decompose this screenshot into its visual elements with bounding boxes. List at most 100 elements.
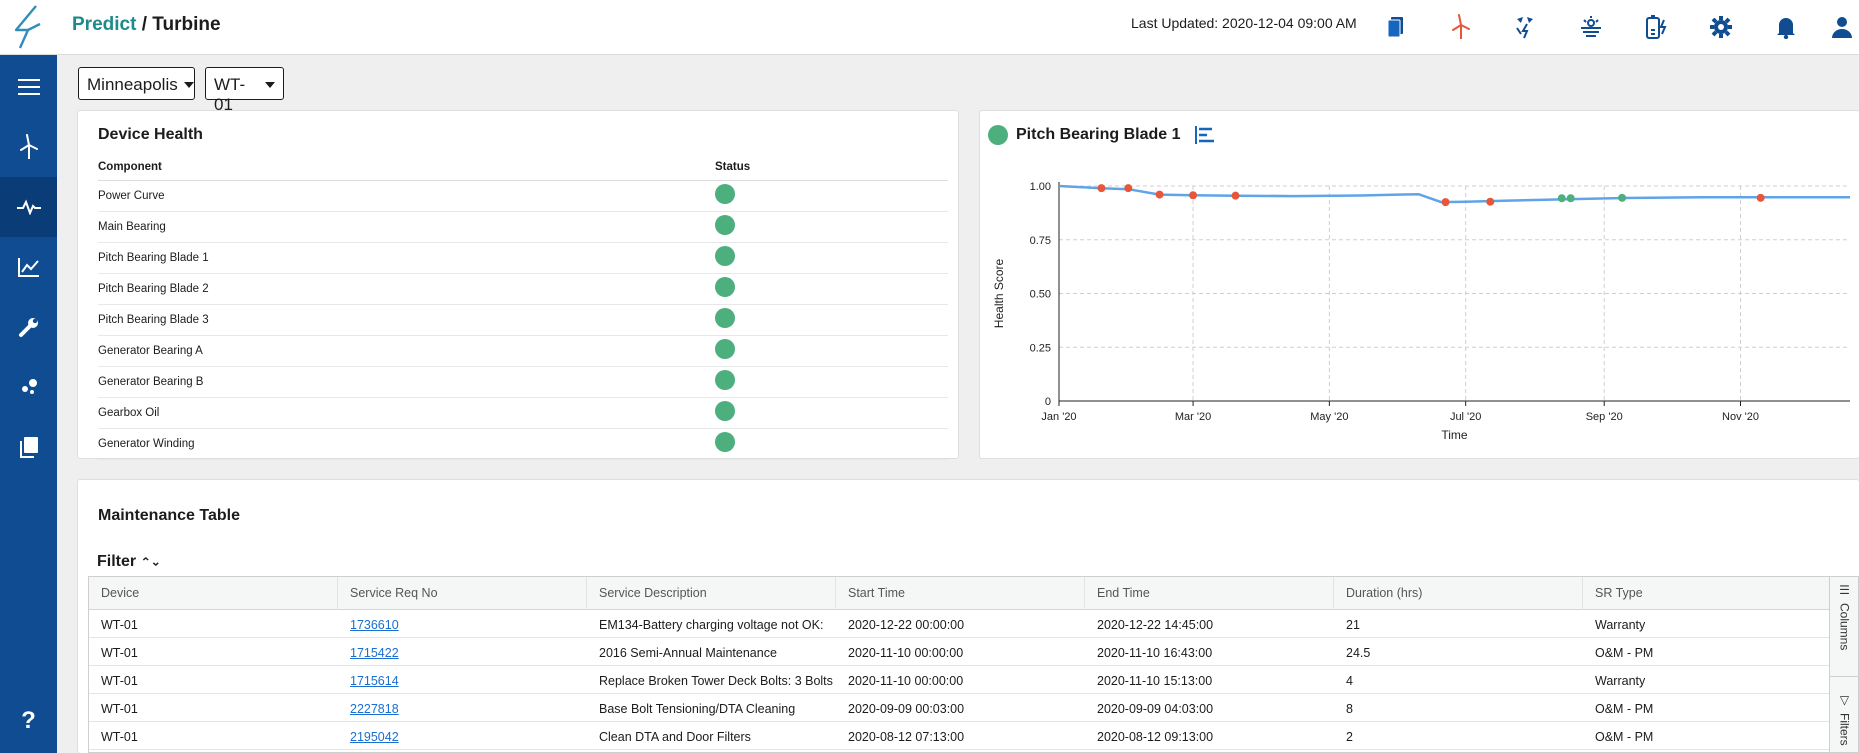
- wind-power-icon[interactable]: [1509, 10, 1543, 44]
- copy-icon[interactable]: [0, 417, 57, 477]
- scatter-icon[interactable]: [0, 357, 57, 417]
- documents-icon[interactable]: [1379, 10, 1413, 44]
- column-header[interactable]: End Time: [1085, 577, 1334, 610]
- pulse-icon[interactable]: [0, 177, 57, 237]
- table-cell: O&M - PM: [1595, 730, 1654, 744]
- menu-icon[interactable]: [0, 57, 57, 117]
- data-marker: [1756, 193, 1765, 202]
- y-tick-label: 0.75: [1030, 235, 1051, 247]
- bell-icon[interactable]: [1769, 10, 1803, 44]
- chart-line-icon[interactable]: [0, 237, 57, 297]
- table-row[interactable]: WT-01 2227818 Base Bolt Tensioning/DTA Cle…: [89, 694, 1829, 722]
- data-marker: [1124, 184, 1133, 193]
- table-cell: O&M - PM: [1595, 646, 1654, 660]
- service-req-cell: 1736610: [338, 610, 587, 638]
- y-axis-label: Health Score: [992, 258, 1006, 328]
- x-tick-label: May '20: [1310, 411, 1348, 423]
- col-component: Component: [98, 155, 715, 181]
- table-cell: Base Bolt Tensioning/DTA Cleaning: [599, 702, 796, 716]
- table-cell: EM134-Battery charging voltage not OK:: [599, 618, 824, 632]
- table-cell: WT-01: [101, 702, 138, 716]
- table-cell: 4: [1346, 674, 1353, 688]
- service-req-link[interactable]: 1715422: [350, 646, 399, 660]
- data-marker: [1441, 198, 1450, 207]
- service-req-link[interactable]: 2195042: [350, 730, 399, 744]
- column-header[interactable]: Service Description: [587, 577, 836, 610]
- table-row: Generator Bearing B: [98, 366, 948, 398]
- chart-toggle-icon[interactable]: [1194, 125, 1216, 150]
- table-cell: 8: [1346, 702, 1353, 716]
- service-req-cell: 1715614: [338, 666, 587, 694]
- table-cell: 24.5: [1346, 646, 1371, 660]
- data-marker: [1486, 197, 1495, 206]
- caret-down-icon: [265, 82, 275, 88]
- table-cell: 2020-11-10 16:43:00: [1097, 646, 1213, 660]
- data-marker: [1231, 191, 1240, 200]
- service-req-link[interactable]: 1715614: [350, 674, 399, 688]
- column-header[interactable]: Start Time: [836, 577, 1085, 610]
- column-header[interactable]: Duration (hrs): [1334, 577, 1583, 610]
- table-cell: 21: [1346, 618, 1360, 632]
- table-cell: 2020-12-22 14:45:00: [1097, 618, 1214, 632]
- data-marker: [1618, 193, 1627, 202]
- maintenance-table: Device Service Req No Service Description S…: [88, 576, 1830, 753]
- device-health-table: Component Status Power Curve Main Bearing…: [98, 155, 948, 460]
- table-row[interactable]: WT-01 2195042 Clean DTA and Door Filters 20…: [89, 722, 1829, 750]
- table-row[interactable]: WT-01 1715614 Replace Broken Tower Deck Bo…: [89, 666, 1829, 694]
- turbine-icon[interactable]: [0, 117, 57, 177]
- gear-icon[interactable]: [1704, 10, 1738, 44]
- brand-predict[interactable]: Predict: [72, 14, 137, 35]
- table-row[interactable]: WT-01 1715422 2016 Semi-Annual Maintenance…: [89, 638, 1829, 666]
- device-dropdown[interactable]: WT-01: [205, 67, 284, 114]
- chart-status-dot: [988, 125, 1008, 145]
- component-name: Generator Bearing A: [98, 335, 715, 367]
- filter-toggle[interactable]: Filter ⌃⌄: [97, 553, 161, 570]
- wrench-icon[interactable]: [0, 297, 57, 357]
- table-row: Generator Winding: [98, 428, 948, 460]
- status-indicator: [715, 370, 735, 390]
- logo-icon[interactable]: [6, 4, 50, 50]
- table-row: Pitch Bearing Blade 2: [98, 273, 948, 305]
- status-indicator: [715, 246, 735, 266]
- table-cell: Replace Broken Tower Deck Bolts: 3 Bolts: [599, 674, 833, 688]
- x-tick-label: Jan '20: [1041, 411, 1076, 423]
- user-icon[interactable]: [1825, 10, 1859, 44]
- status-indicator: [715, 308, 735, 328]
- status-indicator: [715, 277, 735, 297]
- data-marker: [1189, 191, 1198, 200]
- table-cell: 2020-12-22 00:00:00: [848, 618, 965, 632]
- status-indicator: [715, 401, 735, 421]
- column-header[interactable]: Device: [89, 577, 338, 610]
- columns-icon: ☰: [1837, 583, 1852, 597]
- component-name: Power Curve: [98, 180, 715, 212]
- column-header[interactable]: SR Type: [1583, 577, 1829, 610]
- column-header[interactable]: Service Req No: [338, 577, 587, 610]
- battery-icon[interactable]: [1639, 10, 1673, 44]
- brand-turbine: Turbine: [152, 14, 221, 35]
- columns-tab[interactable]: ☰ Columns: [1830, 577, 1859, 677]
- table-row: Gearbox Oil: [98, 397, 948, 429]
- table-cell: 2016 Semi-Annual Maintenance: [599, 646, 777, 660]
- table-row[interactable]: WT-01 1736610 EM134-Battery charging volta…: [89, 610, 1829, 638]
- help-icon[interactable]: ?: [21, 707, 36, 734]
- x-axis-label: Time: [1441, 428, 1468, 442]
- table-row: Main Bearing: [98, 211, 948, 243]
- wind-turbine-icon[interactable]: [1444, 10, 1478, 44]
- solar-icon[interactable]: [1574, 10, 1608, 44]
- component-name: Main Bearing: [98, 211, 715, 243]
- service-req-link[interactable]: 1736610: [350, 618, 399, 632]
- page-title: Predict / Turbine: [72, 14, 221, 35]
- data-marker: [1097, 184, 1106, 193]
- filter-funnel-icon: ▽: [1837, 693, 1852, 707]
- x-tick-label: Sep '20: [1586, 411, 1623, 423]
- y-tick-label: 0: [1045, 396, 1051, 408]
- table-cell: 2020-08-12 07:13:00: [848, 730, 965, 744]
- service-req-link[interactable]: 2227818: [350, 702, 399, 716]
- location-dropdown[interactable]: Minneapolis: [78, 67, 195, 100]
- table-cell: Clean DTA and Door Filters: [599, 730, 751, 744]
- x-tick-label: Nov '20: [1722, 411, 1759, 423]
- chart-card: Pitch Bearing Blade 1 0 0.25 0.50 0.75 1.00 J…: [979, 110, 1859, 459]
- table-side-panel: ☰ Columns ▽ Filters: [1830, 576, 1859, 753]
- x-tick-label: Jul '20: [1450, 411, 1481, 423]
- filters-tab[interactable]: ▽ Filters: [1837, 693, 1852, 746]
